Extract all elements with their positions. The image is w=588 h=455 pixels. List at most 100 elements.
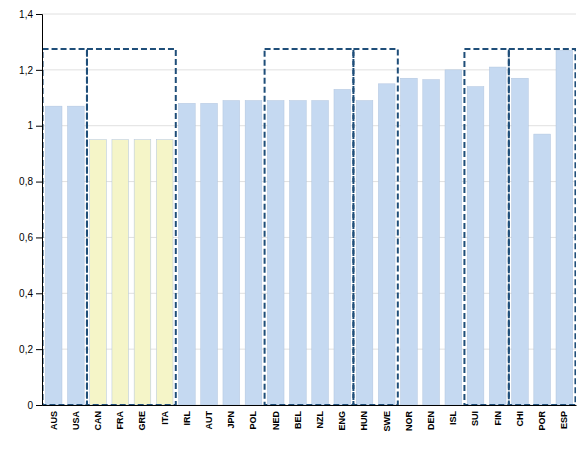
y-tick: 0,4 [19, 288, 42, 299]
y-tick-label: 0,8 [19, 176, 33, 187]
x-tick: FRA [115, 405, 125, 430]
bar [334, 89, 351, 405]
y-axis: 0 0,2 0,4 0,6 0,8 1 1,2 1,4 [19, 9, 42, 411]
marks [43, 49, 576, 405]
x-tick: DEN [426, 405, 436, 430]
x-tick-label: JPN [226, 411, 236, 429]
bar [512, 78, 529, 405]
x-tick: CHI [515, 405, 525, 427]
y-tick-mark [36, 70, 42, 71]
x-tick: AUT [204, 405, 214, 430]
group-box [43, 49, 87, 405]
group-box [353, 49, 397, 405]
bar [423, 80, 440, 405]
x-tick-label: NZL [315, 411, 325, 429]
y-tick-mark [36, 237, 42, 238]
x-axis: AUS USA CAN FRA GRE ITA IRL AUT JPN POL NED BEL NZL E… [43, 405, 577, 432]
x-tick-label: AUS [49, 411, 59, 430]
bar [401, 78, 418, 405]
x-tick-label: NOR [404, 411, 414, 432]
x-tick: ISL [448, 405, 458, 425]
x-tick-label: AUT [204, 411, 214, 430]
x-tick: NZL [315, 405, 325, 429]
bar [378, 84, 395, 405]
x-tick: ESP [559, 405, 569, 429]
bar [245, 101, 262, 405]
y-tick-label: 1,2 [19, 65, 33, 76]
x-tick-label: DEN [426, 411, 436, 430]
x-tick: USA [71, 405, 81, 430]
y-tick: 1 [27, 120, 42, 131]
x-tick-label: SUI [470, 411, 480, 426]
x-tick: NED [271, 405, 281, 430]
x-tick-label: ESP [559, 411, 569, 429]
bars [45, 50, 572, 405]
x-tick-label: BEL [293, 410, 303, 429]
group-box [509, 49, 576, 405]
x-tick: HUN [359, 405, 369, 431]
x-tick: SWE [382, 405, 392, 432]
x-tick: JPN [226, 405, 236, 429]
x-tick: ENG [337, 405, 347, 431]
bar [445, 70, 462, 405]
y-tick-mark [36, 182, 42, 183]
y-tick-label: 0,6 [19, 232, 33, 243]
group-box [265, 49, 354, 405]
x-tick-label: NED [271, 411, 281, 431]
x-tick-label: ITA [160, 411, 170, 425]
y-tick: 0,2 [19, 344, 42, 355]
bar [90, 140, 107, 405]
y-tick-mark [36, 126, 42, 127]
grid [42, 14, 576, 405]
x-tick-label: FIN [493, 411, 503, 426]
x-tick-label: ENG [337, 411, 347, 431]
plot: 0 0,2 0,4 0,6 0,8 1 1,2 1,4 AUS USA CAN FRA GRE ITA IR… [19, 9, 576, 432]
y-tick-mark [36, 293, 42, 294]
x-tick-label: POR [537, 411, 547, 431]
bar [290, 101, 307, 405]
bar [356, 101, 373, 405]
x-tick-label: FRA [115, 411, 125, 430]
bar [312, 101, 329, 405]
y-tick: 1,4 [19, 9, 42, 20]
group-box [87, 49, 176, 405]
x-tick: IRL [182, 405, 192, 426]
y-tick-mark [36, 405, 42, 406]
x-tick: GRE [137, 405, 147, 431]
bar [45, 106, 62, 405]
grid-line [42, 14, 576, 15]
bar [556, 50, 573, 405]
bar [112, 140, 129, 405]
group-boxes [43, 49, 576, 405]
bar [156, 140, 173, 405]
y-tick: 1,2 [19, 65, 42, 76]
chart: 0 0,2 0,4 0,6 0,8 1 1,2 1,4 AUS USA CAN FRA GRE ITA IR… [0, 0, 588, 455]
bar [179, 103, 196, 405]
x-tick: AUS [49, 405, 59, 430]
group-box [464, 49, 508, 405]
x-tick-label: SWE [382, 411, 392, 432]
x-tick: BEL [293, 405, 303, 429]
y-tick: 0,8 [19, 176, 42, 187]
bar [223, 101, 240, 405]
x-tick: FIN [493, 405, 503, 426]
y-axis-line [36, 15, 43, 406]
bar [68, 106, 85, 405]
bar [267, 101, 284, 405]
x-tick: ITA [160, 405, 170, 425]
x-tick-label: ISL [448, 411, 458, 426]
y-tick-label: 0 [27, 400, 33, 411]
x-tick-label: IRL [182, 411, 192, 426]
bar [534, 134, 551, 405]
y-tick-label: 0,2 [19, 344, 33, 355]
x-tick-label: POL [248, 411, 258, 430]
x-tick-label: CHI [515, 411, 525, 427]
bar [467, 87, 484, 405]
x-tick: CAN [93, 405, 103, 431]
y-tick-mark [36, 14, 42, 15]
bar [134, 140, 151, 405]
x-tick: SUI [470, 405, 480, 426]
x-tick: NOR [404, 405, 414, 431]
y-tick-label: 1,4 [19, 9, 33, 20]
y-tick: 0,6 [19, 232, 42, 243]
